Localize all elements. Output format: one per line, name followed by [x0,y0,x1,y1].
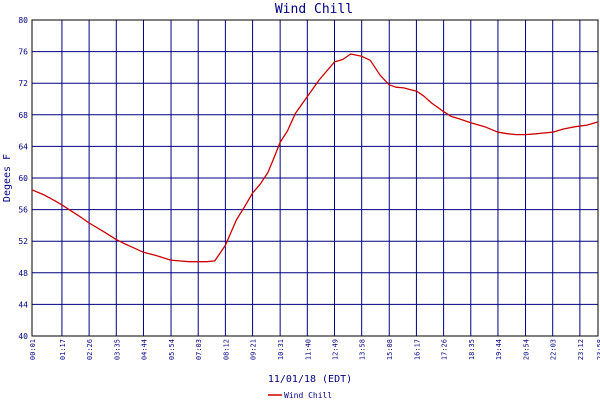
x-tick-label: 19:44 [495,339,503,360]
y-tick-labels: 40 44 48 52 56 60 64 68 72 76 80 [18,16,28,341]
legend: Wind Chill [268,391,332,400]
series-layer [31,53,599,263]
x-tick-label: 12:49 [331,339,339,360]
chart-title: Wind Chill [275,2,353,17]
y-tick-label: 60 [18,174,28,183]
x-tick-label: 07:03 [195,339,203,360]
plot-frame [31,19,599,337]
y-tick-label: 76 [18,48,28,57]
grid-layer [32,20,598,336]
x-tick-label: 09:21 [250,339,258,360]
y-tick-label: 64 [18,142,28,151]
y-tick-label: 48 [18,269,28,278]
x-tick-label: 03:35 [113,339,121,360]
x-tick-label: 22:03 [550,339,558,360]
x-tick-label: 02:26 [86,339,94,360]
x-tick-label: 08:12 [222,339,230,360]
x-tick-label: 11:40 [304,339,312,360]
y-tick-label: 56 [18,206,28,215]
x-tick-label: 04:44 [140,339,148,360]
y-tick-label: 72 [18,79,28,88]
x-tick-label: 15:08 [386,339,394,360]
x-axis-label: 11/01/18 (EDT) [268,374,352,385]
y-axis-label: Degees F [2,154,13,202]
x-tick-label: 16:17 [413,339,421,360]
y-tick-label: 68 [18,111,28,120]
x-tick-label: 23:12 [577,339,585,360]
x-tick-label: 13:58 [359,339,367,360]
y-tick-label: 44 [18,300,28,309]
x-tick-label: 10:31 [277,339,285,360]
x-tick-label: 00:01 [29,339,37,360]
x-tick-label: 23:58 [596,339,600,360]
x-tick-label: 05:54 [168,339,176,360]
y-tick-label: 80 [18,16,28,25]
x-tick-label: 20:54 [523,339,531,360]
x-tick-labels: 00:01 01:17 02:26 03:35 04:44 05:54 07:03 08:12… [29,339,600,360]
legend-label: Wind Chill [284,391,332,400]
y-tick-label: 40 [18,332,28,341]
x-tick-label: 01:17 [59,339,67,360]
y-tick-label: 52 [18,237,28,246]
x-tick-label: 18:35 [468,339,476,360]
series-line-wind-chill [31,53,599,263]
x-tick-label: 17:26 [441,339,449,360]
